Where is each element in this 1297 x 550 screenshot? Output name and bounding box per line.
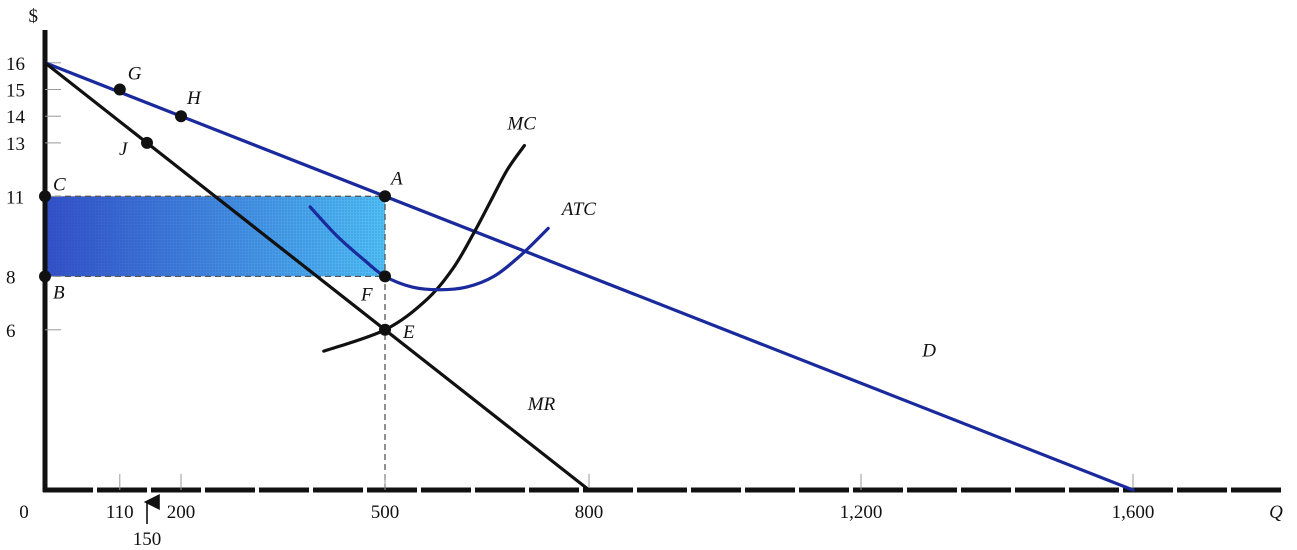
x-tick-label-1600: 1,600 <box>1112 502 1155 523</box>
points-layer <box>39 83 391 336</box>
x-tick-label-110: 110 <box>106 502 134 523</box>
y-tick-label-8: 8 <box>6 267 16 288</box>
profit-area-texture <box>45 196 385 277</box>
point-h <box>175 110 187 123</box>
point-e <box>379 323 391 336</box>
point-g <box>113 83 126 96</box>
y-tick-label-16: 16 <box>6 54 25 75</box>
point-label-j: J <box>119 139 129 160</box>
point-c <box>39 190 51 203</box>
x-tick-label-1200: 1,200 <box>840 502 883 523</box>
point-label-c: C <box>53 174 66 195</box>
point-label-f: F <box>360 284 373 305</box>
point-label-b: B <box>53 282 65 303</box>
x-tick-label-200: 200 <box>167 502 196 523</box>
curve-label-mc: MC <box>506 114 536 135</box>
y-tick-label-14: 14 <box>6 107 26 128</box>
y-tick-label-13: 13 <box>6 134 25 155</box>
point-label-a: A <box>389 168 403 189</box>
point-b <box>39 270 51 283</box>
origin-label: 0 <box>19 502 29 523</box>
curve-atc <box>308 205 550 292</box>
x-callout-label: 150 <box>133 529 162 550</box>
x-tick-label-800: 800 <box>575 502 604 523</box>
y-axis-label: $ <box>29 6 39 27</box>
point-f <box>379 270 391 283</box>
curve-label-atc: ATC <box>560 199 596 220</box>
x-tick-label-500: 500 <box>371 502 400 523</box>
point-a <box>379 190 391 203</box>
y-tick-label-15: 15 <box>6 81 25 102</box>
curve-label-d: D <box>921 341 936 362</box>
curve-d <box>43 61 1135 492</box>
labels-layer: 16 15 14 13 11 8 6 110 200 500 800 1,200 1,600 150 0 $ Q… <box>6 6 1283 550</box>
point-j <box>141 136 153 149</box>
curve-mr <box>43 61 591 492</box>
curve-label-mr: MR <box>527 394 556 415</box>
axes-layer <box>42 30 1285 524</box>
x-axis-label: Q <box>1269 502 1283 523</box>
y-tick-label-6: 6 <box>6 321 16 342</box>
point-label-h: H <box>186 88 202 109</box>
y-tick-label-11: 11 <box>6 187 24 208</box>
point-label-g: G <box>128 64 142 85</box>
shaded-area-layer <box>45 196 385 277</box>
point-label-e: E <box>402 322 415 343</box>
